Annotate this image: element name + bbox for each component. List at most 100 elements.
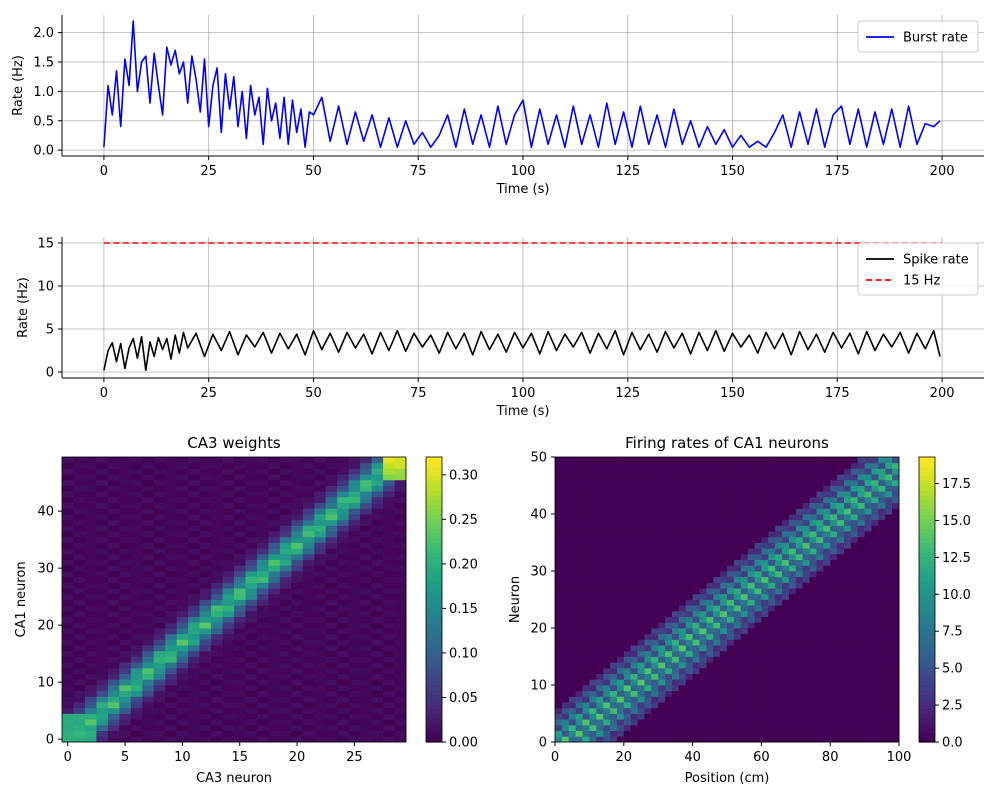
heatmap-cell [268, 605, 281, 612]
heatmap-cell [561, 514, 570, 521]
heatmap-cell [107, 508, 120, 515]
heatmap-cell [337, 582, 350, 589]
heatmap-cell [107, 650, 120, 657]
heatmap-cell [733, 605, 742, 612]
heatmap-cell [782, 514, 790, 521]
heatmap-cell [747, 582, 755, 589]
heatmap-cell [843, 645, 852, 652]
heatmap-cell [314, 690, 327, 697]
heatmap-cell [823, 605, 831, 612]
heatmap-cell [671, 599, 680, 606]
heatmap-cell [788, 679, 797, 686]
heatmap-cell [348, 496, 361, 503]
heatmap-cell [314, 730, 327, 737]
heatmap-cell [720, 468, 728, 475]
colorbar-segment [919, 708, 935, 715]
heatmap-cell [337, 645, 350, 652]
heatmap-cell [360, 622, 372, 629]
heatmap-cell [885, 542, 893, 549]
heatmap-cell [747, 485, 755, 492]
heatmap-cell [360, 536, 372, 543]
heatmap-cell [747, 673, 755, 680]
heatmap-cell [782, 588, 790, 595]
heatmap-cell [337, 531, 350, 538]
heatmap-cell [651, 736, 659, 743]
heatmap-cell [802, 730, 810, 737]
heatmap-cell [325, 685, 338, 692]
heatmap-cell [740, 571, 749, 578]
x-tick-label: 50 [305, 386, 322, 401]
heatmap-cell [713, 462, 721, 469]
heatmap-cell [371, 514, 384, 521]
heatmap-cell [568, 650, 577, 657]
heatmap-cell [325, 639, 338, 646]
heatmap-cell [555, 474, 563, 481]
heatmap-cell [165, 462, 178, 469]
heatmap-cell [245, 679, 258, 686]
heatmap-cell [337, 713, 350, 720]
heatmap-cell [651, 707, 659, 714]
heatmap-cell [713, 514, 721, 521]
heatmap-cell [603, 559, 611, 566]
heatmap-cell [325, 519, 338, 526]
heatmap-cell [256, 553, 269, 560]
heatmap-cell [775, 548, 783, 555]
heatmap-cell [371, 713, 384, 720]
heatmap-cell [153, 650, 166, 657]
heatmap-cell [892, 588, 900, 595]
heatmap-cell [348, 650, 361, 657]
heatmap-cell [107, 690, 120, 697]
heatmap-cell [73, 622, 86, 629]
heatmap-cell [761, 491, 769, 498]
heatmap-cell [637, 696, 645, 703]
colorbar-segment [426, 575, 442, 582]
heatmap-cell [62, 474, 74, 481]
heatmap-cell [685, 542, 693, 549]
heatmap-cell [188, 696, 200, 703]
heatmap-cell [291, 656, 304, 663]
heatmap-cell [142, 685, 155, 692]
heatmap-cell [610, 565, 618, 572]
heatmap-cell [582, 628, 590, 635]
heatmap-cell [857, 542, 865, 549]
heatmap-cell [268, 719, 281, 726]
heatmap-cell [850, 662, 859, 669]
heatmap-cell [348, 468, 361, 475]
y-tick-label: 30 [37, 562, 54, 577]
heatmap-cell [268, 696, 281, 703]
heatmap-cell [651, 588, 659, 595]
heatmap-cell [727, 571, 735, 578]
heatmap-cell [823, 673, 831, 680]
heatmap-cell [555, 713, 563, 720]
heatmap-cell [713, 479, 721, 486]
heatmap-cell [754, 736, 762, 743]
heatmap-cell [761, 645, 769, 652]
heatmap-cell [96, 571, 109, 578]
heatmap-cell [302, 559, 315, 566]
heatmap-cell [713, 553, 721, 560]
heatmap-cell [816, 565, 824, 572]
heatmap-cell [96, 531, 109, 538]
y-tick-label: 10 [530, 679, 547, 694]
heatmap-cell [279, 719, 292, 726]
heatmap-cell [291, 685, 304, 692]
heatmap-cell [885, 576, 893, 583]
heatmap-cell [153, 536, 166, 543]
heatmap-cell [153, 519, 166, 526]
heatmap-cell [589, 724, 597, 731]
heatmap-cell [823, 599, 831, 606]
heatmap-cell [142, 519, 155, 526]
heatmap-cell [211, 479, 223, 486]
heatmap-cell [768, 542, 776, 549]
heatmap-cell [864, 730, 872, 737]
heatmap-cell [348, 599, 361, 606]
heatmap-cell [211, 553, 223, 560]
heatmap-cell [394, 702, 407, 709]
heatmap-cell [73, 491, 86, 498]
colorbar-segment [426, 651, 442, 658]
heatmap-cell [665, 491, 673, 498]
heatmap-cell [575, 673, 583, 680]
heatmap-cell [153, 662, 166, 669]
heatmap-cell [234, 673, 246, 680]
heatmap-cell [885, 502, 893, 509]
